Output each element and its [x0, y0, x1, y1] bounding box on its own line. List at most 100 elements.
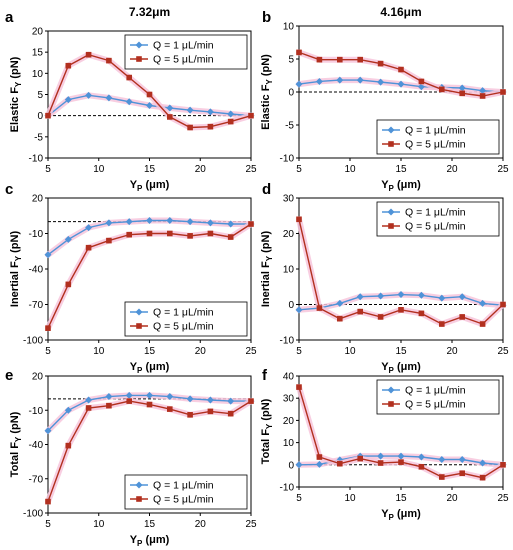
x-tick-label: 25	[497, 346, 509, 357]
data-point-square	[106, 237, 112, 244]
y-tick-label: -10	[29, 154, 44, 165]
data-point-square	[207, 408, 214, 415]
data-point-diamond	[315, 77, 323, 85]
data-point-square	[248, 221, 254, 227]
data-point-diamond	[458, 455, 466, 463]
legend-entry: Q = 1 μL/min	[405, 385, 466, 397]
y-tick-label: 20	[283, 416, 295, 427]
x-tick-label: 5	[296, 346, 302, 357]
legend-marker-diamond	[387, 386, 395, 394]
x-tick-label: 15	[144, 346, 156, 357]
y-axis-label-sub: Y	[265, 79, 274, 85]
x-axis-label-main: Y	[381, 179, 389, 191]
data-point-diamond	[166, 216, 174, 224]
x-axis-label-unit: (μm)	[394, 508, 421, 520]
x-tick-label: 25	[245, 164, 257, 175]
legend-marker-diamond	[135, 308, 143, 316]
x-axis-label-sub: P	[389, 366, 395, 375]
legend-box	[376, 119, 500, 155]
y-axis-label: Total FY (pN)	[260, 398, 274, 464]
data-point-diamond	[227, 110, 235, 118]
y-tick-label: 20	[32, 372, 44, 383]
y-tick-label: -70	[29, 300, 44, 311]
legend-entry: Q = 1 μL/min	[153, 40, 214, 52]
x-axis-label-unit: (μm)	[142, 179, 169, 191]
x-tick-label: 5	[296, 164, 302, 175]
data-point-square	[459, 90, 465, 97]
data-point-square	[65, 62, 72, 69]
y-axis-label-main: Total F	[9, 442, 21, 478]
x-axis-label: YP (μm)	[130, 361, 170, 375]
x-tick-label: 20	[446, 493, 458, 504]
x-tick-label: 25	[497, 164, 509, 175]
y-tick-label: -100	[23, 509, 43, 520]
legend-entry: Q = 5 μL/min	[405, 221, 466, 233]
data-point-diamond	[85, 224, 93, 232]
data-point-diamond	[206, 219, 214, 227]
legend-entry: Q = 5 μL/min	[153, 494, 214, 506]
y-axis-label-unit: (pN)	[260, 54, 272, 79]
data-point-square	[65, 442, 72, 449]
data-point-square	[296, 49, 302, 56]
data-point-square	[418, 310, 425, 317]
data-point-square	[126, 231, 132, 238]
data-point-square	[337, 315, 343, 322]
data-point-diamond	[146, 391, 153, 399]
y-axis-label-sub: Y	[14, 81, 23, 87]
data-point-square	[357, 455, 363, 462]
x-tick-label: 15	[144, 164, 156, 175]
data-point-diamond	[64, 96, 72, 104]
data-point-square	[337, 460, 343, 467]
data-point-square	[65, 281, 72, 288]
panel-letter: d	[262, 181, 271, 198]
data-point-diamond	[356, 293, 364, 301]
data-point-diamond	[479, 299, 487, 307]
y-tick-label: -40	[29, 440, 44, 451]
data-point-square	[45, 325, 51, 331]
data-point-diamond	[377, 78, 385, 86]
data-point-diamond	[295, 461, 303, 469]
data-point-square	[167, 230, 173, 237]
legend-marker-diamond	[387, 208, 395, 216]
data-point-square	[500, 89, 506, 95]
data-point-diamond	[479, 459, 487, 467]
y-axis-label: Elastic FY (pN)	[9, 56, 23, 132]
x-tick-label: 20	[195, 346, 207, 357]
x-tick-label: 15	[144, 519, 156, 530]
data-point-square	[439, 86, 445, 93]
legend: Q = 1 μL/min Q = 5 μL/min	[124, 34, 248, 70]
y-tick-label: 30	[283, 194, 295, 205]
y-tick-label: 20	[32, 27, 44, 38]
x-tick-label: 10	[344, 346, 356, 357]
legend-marker-square	[388, 401, 394, 407]
y-tick-label: 20	[283, 229, 295, 240]
y-tick-label: 0	[288, 300, 294, 311]
panel-letter: a	[5, 9, 14, 26]
x-axis-label-sub: P	[137, 539, 143, 548]
y-tick-label: -10	[29, 229, 44, 240]
data-point-square	[398, 307, 404, 313]
x-tick-label: 10	[93, 346, 105, 357]
data-point-diamond	[64, 406, 72, 414]
data-point-square	[479, 474, 486, 481]
y-tick-label: 10	[283, 265, 295, 276]
y-tick-label: 15	[32, 48, 44, 59]
legend-entry: Q = 5 μL/min	[405, 139, 466, 151]
legend: Q = 1 μL/min Q = 5 μL/min	[124, 301, 248, 337]
x-tick-label: 5	[296, 493, 302, 504]
data-point-square	[227, 234, 234, 240]
data-point-square	[85, 405, 92, 411]
data-point-square	[459, 314, 465, 320]
y-tick-label: -10	[280, 336, 295, 347]
y-axis-label-unit: (pN)	[9, 56, 21, 81]
data-point-square	[146, 91, 153, 98]
data-point-square	[248, 112, 254, 119]
data-point-diamond	[125, 218, 133, 226]
x-axis-label-unit: (μm)	[142, 534, 169, 546]
data-point-diamond	[146, 102, 153, 110]
data-point-square	[479, 93, 486, 99]
